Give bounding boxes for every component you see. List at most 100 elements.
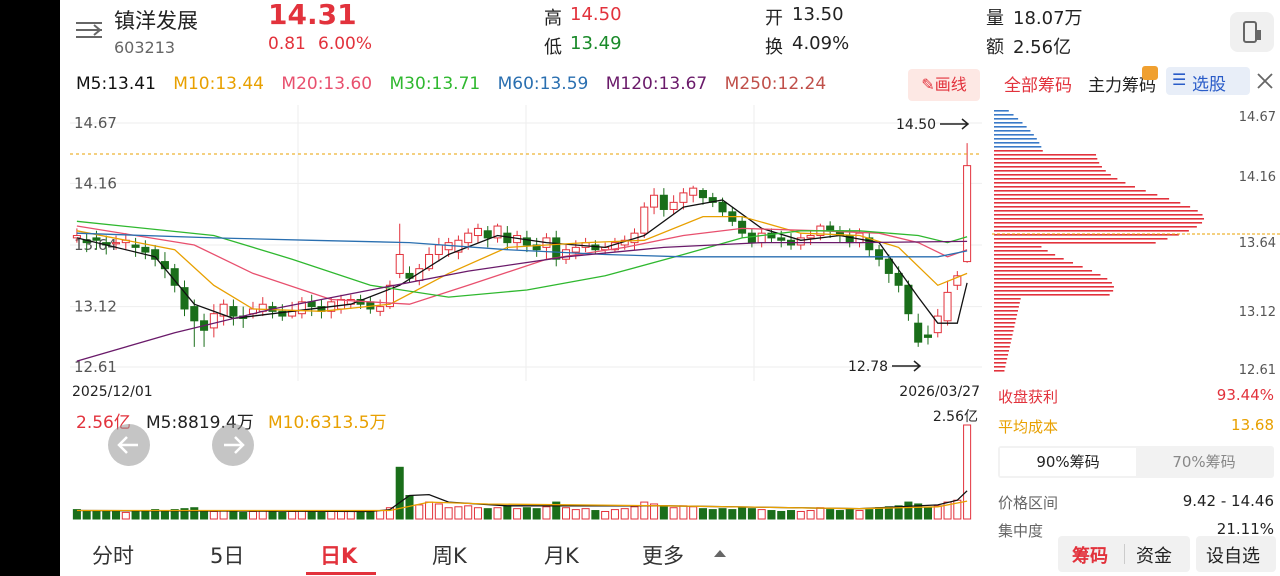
volume-bar (816, 507, 825, 520)
candle-body (571, 246, 580, 253)
volume-bar (933, 505, 942, 520)
volume-bar (689, 506, 698, 520)
close-icon[interactable] (1256, 72, 1274, 90)
volume-bar (552, 501, 561, 520)
next-button[interactable] (212, 424, 254, 466)
volume-bar (767, 510, 776, 520)
add-watchlist-label: 设自选 (1206, 546, 1260, 567)
volume-bar (268, 510, 277, 520)
kline-grid (70, 105, 982, 381)
tab-5day[interactable]: 5日 (210, 544, 245, 568)
tab-weekly-k[interactable]: 周K (432, 544, 467, 568)
volume-bar (708, 509, 717, 520)
chip-bar (994, 350, 1009, 352)
volume-bar (229, 510, 238, 520)
prev-button[interactable] (108, 424, 150, 466)
volume-bar (415, 504, 424, 520)
candle-body (806, 235, 815, 239)
volume-chart[interactable]: 2.56亿 (70, 405, 982, 521)
volume-m10: M10:6313.5万 (268, 413, 387, 433)
volume-ma-lines (76, 490, 968, 513)
chip-bar (994, 262, 1074, 264)
toggle-divider (1124, 544, 1125, 564)
volume-bar (327, 510, 336, 520)
volume-bar (875, 507, 884, 520)
seg-90-chips[interactable]: 90%筹码 (1000, 448, 1136, 476)
turnover-value: 4.09% (792, 33, 850, 54)
tab-intraday[interactable]: 分时 (92, 544, 134, 568)
volume-bar (190, 507, 199, 520)
tab-all-chips[interactable]: 全部筹码 (1004, 76, 1072, 96)
chip-bar (994, 178, 1118, 180)
chips-button[interactable]: 筹码 (1072, 546, 1108, 567)
chip-bar (994, 294, 1110, 296)
candle-body (914, 322, 923, 343)
candle-body (698, 190, 708, 199)
chip-bar (994, 198, 1170, 200)
caret-up-icon[interactable] (712, 548, 728, 558)
avg-cost-label: 平均成本 (998, 418, 1059, 436)
chip-bar (994, 326, 1015, 328)
volume-bar (904, 501, 913, 520)
candle-body (679, 192, 688, 203)
select-stock-button[interactable]: ☰ 选股 (1166, 67, 1250, 95)
high-annotation: 14.50 (896, 117, 936, 133)
ma60-label: M60:13.59 (497, 74, 589, 94)
add-watchlist-button[interactable]: 设自选 (1196, 536, 1276, 572)
menu-icon[interactable] (76, 20, 102, 40)
tab-monthly-k[interactable]: 月K (544, 544, 579, 568)
chip-bars (994, 110, 1204, 372)
volume-bar (346, 510, 355, 520)
volume-bar (865, 509, 874, 520)
volume-bar (777, 510, 786, 520)
chip-bar (994, 334, 1013, 336)
volume-bar (356, 511, 365, 520)
funds-button[interactable]: 资金 (1136, 546, 1172, 567)
tab-more[interactable]: 更多 (642, 544, 684, 568)
chip-bar (994, 314, 1018, 316)
candle-body (767, 232, 776, 239)
chip-bar (994, 222, 1203, 224)
chip-bar (994, 130, 1031, 132)
chip-bar (994, 266, 1083, 268)
volume-bar (170, 509, 179, 520)
turnover-label: 换 (765, 37, 783, 58)
chip-bar (994, 246, 1042, 248)
tab-daily-k[interactable]: 日K (320, 544, 358, 568)
candle-body (473, 227, 482, 237)
ma-line-m30 (76, 220, 968, 298)
seg-70-chips[interactable]: 70%筹码 (1172, 453, 1236, 471)
chip-bar (994, 122, 1023, 124)
draw-line-button[interactable]: ✎画线 (908, 69, 980, 101)
chip-bar (994, 142, 1040, 144)
draw-line-label: 画线 (934, 75, 967, 94)
chip-histogram: 14.67 14.16 13.64 13.12 12.61 (992, 110, 1280, 378)
high-arrow-icon (940, 118, 970, 130)
tab-main-chips[interactable]: 主力筹码 (1088, 76, 1156, 96)
chip-bar (994, 242, 1156, 244)
chip-bar (994, 274, 1101, 276)
volume-bar (395, 466, 404, 520)
candle-body (689, 187, 698, 196)
candle-body (434, 244, 443, 255)
phone-button[interactable] (1230, 12, 1274, 52)
y-tick-label: 14.67 (74, 114, 117, 132)
candle-body (483, 230, 492, 239)
start-date: 2025/12/01 (72, 384, 153, 397)
volume-bar (307, 510, 316, 520)
volume-bar (92, 510, 101, 520)
candle-body (464, 232, 473, 244)
ma10-label: M10:13.44 (173, 74, 264, 94)
candle-body (376, 306, 385, 312)
stock-header: 镇洋发展 603213 14.31 0.81 6.00% 高 14.50 低 1… (60, 0, 1280, 62)
volume-bar (698, 508, 708, 520)
ma-legend: M5:13.41 M10:13.44 M20:13.60 M30:13.71 M… (76, 74, 838, 94)
ma-line-m10 (76, 215, 968, 312)
volume-bar (845, 509, 854, 520)
volume-bar (219, 510, 228, 520)
volume-bar (239, 511, 248, 520)
chip-bar (994, 162, 1100, 164)
candle-body (747, 232, 756, 244)
chip-fund-toggle: 筹码 资金 (1058, 536, 1190, 572)
